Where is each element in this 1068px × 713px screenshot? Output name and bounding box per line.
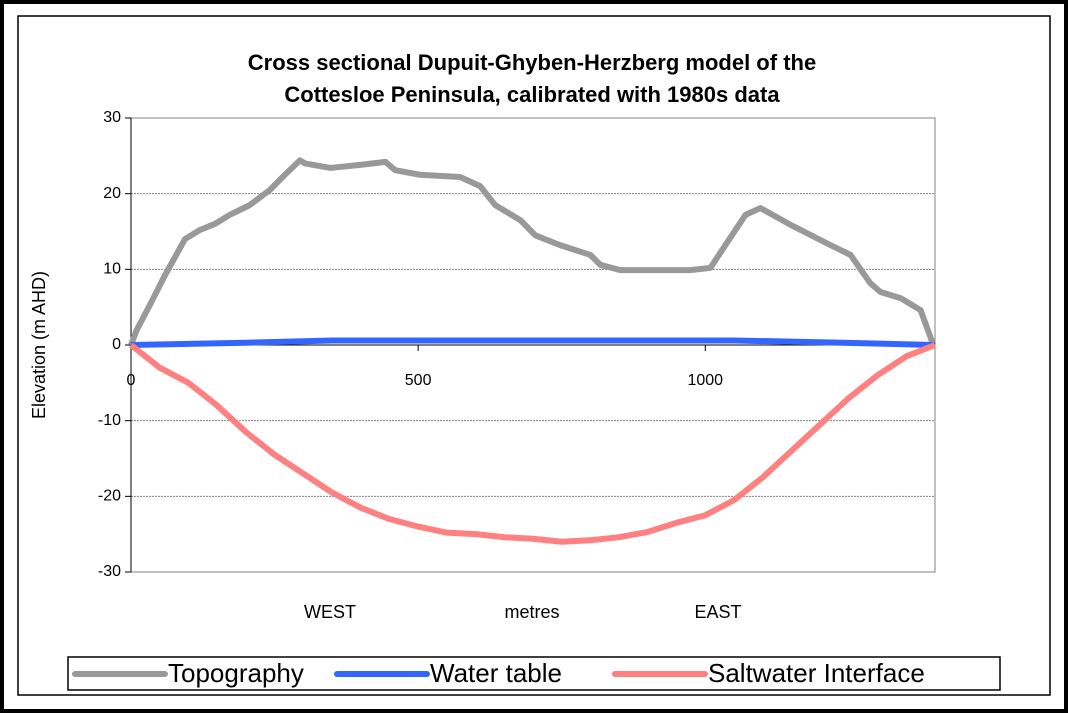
y-tick-label: 30: [103, 109, 121, 126]
legend: [67, 656, 1001, 691]
y-tick-label: 0: [112, 336, 121, 353]
chart-frame: [17, 15, 1051, 696]
y-axis-label: Elevation (m AHD): [29, 271, 49, 419]
legend-label: Topography: [168, 658, 304, 688]
y-tick-label: 20: [103, 185, 121, 202]
y-tick-label: -30: [98, 563, 121, 580]
chart-title: Cross sectional Dupuit-Ghyben-Herzberg m…: [248, 50, 816, 75]
y-tick-label: -10: [98, 412, 121, 429]
x-tick-label: 1000: [687, 372, 723, 389]
y-tick-label: -20: [98, 488, 121, 505]
annotation: WEST: [304, 602, 356, 622]
x-tick-label: 500: [405, 372, 432, 389]
data-line: [128, 157, 937, 347]
chart-title: Cottesloe Peninsula, calibrated with 198…: [284, 82, 780, 107]
x-tick-label: 0: [127, 372, 136, 389]
y-tick-label: 10: [103, 261, 121, 278]
legend-label: Water table: [430, 658, 562, 688]
legend-label: Saltwater Interface: [708, 658, 925, 688]
data-line: [130, 337, 936, 348]
x-axis-label: metres: [504, 602, 559, 622]
data-line: [129, 342, 937, 545]
annotation: EAST: [694, 602, 741, 622]
